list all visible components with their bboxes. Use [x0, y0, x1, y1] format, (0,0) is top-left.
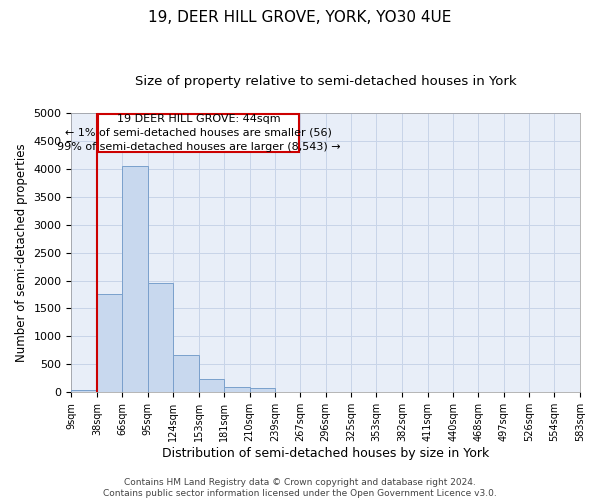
Text: Contains HM Land Registry data © Crown copyright and database right 2024.
Contai: Contains HM Land Registry data © Crown c…	[103, 478, 497, 498]
Bar	[199, 379, 224, 392]
Bar	[224, 387, 250, 392]
Title: Size of property relative to semi-detached houses in York: Size of property relative to semi-detach…	[135, 75, 517, 88]
FancyBboxPatch shape	[98, 114, 299, 152]
X-axis label: Distribution of semi-detached houses by size in York: Distribution of semi-detached houses by …	[162, 447, 490, 460]
Bar	[97, 294, 122, 392]
Bar	[250, 388, 275, 392]
Bar	[148, 284, 173, 393]
Bar	[71, 390, 97, 392]
Text: 19, DEER HILL GROVE, YORK, YO30 4UE: 19, DEER HILL GROVE, YORK, YO30 4UE	[148, 10, 452, 25]
Bar	[173, 356, 199, 393]
Text: 19 DEER HILL GROVE: 44sqm
← 1% of semi-detached houses are smaller (56)
99% of s: 19 DEER HILL GROVE: 44sqm ← 1% of semi-d…	[57, 114, 340, 152]
Bar	[122, 166, 148, 392]
Y-axis label: Number of semi-detached properties: Number of semi-detached properties	[15, 143, 28, 362]
